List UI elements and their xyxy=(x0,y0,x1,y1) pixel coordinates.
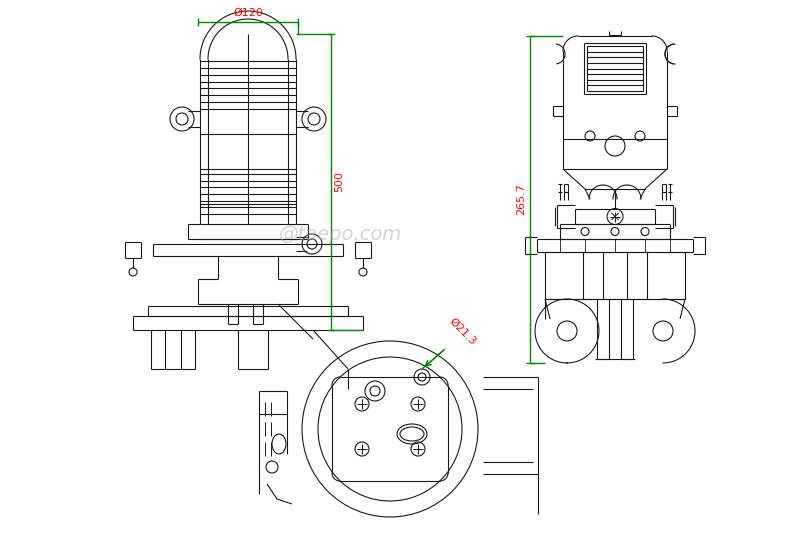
Text: Ø21.3: Ø21.3 xyxy=(447,316,477,347)
Text: 500: 500 xyxy=(334,171,344,192)
Text: @taepo.com: @taepo.com xyxy=(279,224,402,244)
Text: Ø120: Ø120 xyxy=(233,8,263,18)
Text: 265.7: 265.7 xyxy=(516,184,526,215)
